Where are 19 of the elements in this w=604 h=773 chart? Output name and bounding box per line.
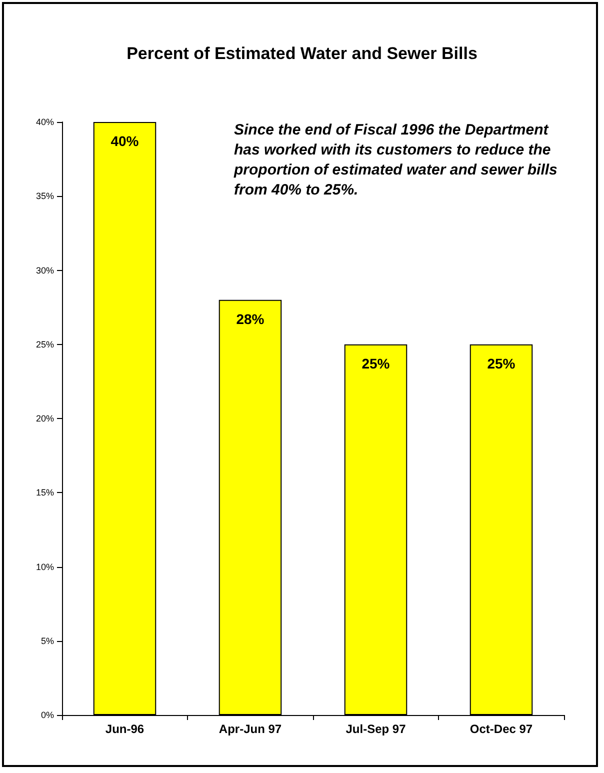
x-tick-label: Apr-Jun 97 — [218, 722, 282, 736]
data-label: 25% — [487, 355, 516, 372]
y-tick-label: 30% — [36, 265, 54, 276]
y-tick-label: 40% — [36, 117, 54, 127]
chart-title: Percent of Estimated Water and Sewer Bills — [126, 44, 478, 63]
y-tick-label: 25% — [36, 339, 54, 350]
data-label: 28% — [236, 310, 265, 327]
y-tick-label: 20% — [36, 414, 54, 424]
y-tick-label: 5% — [40, 636, 54, 646]
y-tick-label: 0% — [40, 710, 54, 720]
x-tick-label: Oct-Dec 97 — [470, 722, 533, 736]
y-tick-label: 15% — [36, 488, 54, 498]
data-label: 40% — [110, 133, 140, 149]
x-tick-label: Jun-96 — [105, 722, 144, 736]
x-tick-label: Jul-Sep 97 — [346, 722, 406, 736]
y-tick-label: 10% — [36, 562, 54, 572]
data-label: 25% — [362, 355, 390, 372]
annotation: Since the end of Fiscal 1996 the Department has worked with its customers to reduce the proportion of estimated water and sewer bills from 40% to 25%. — [233, 122, 562, 198]
y-tick-label: 35% — [36, 191, 54, 202]
